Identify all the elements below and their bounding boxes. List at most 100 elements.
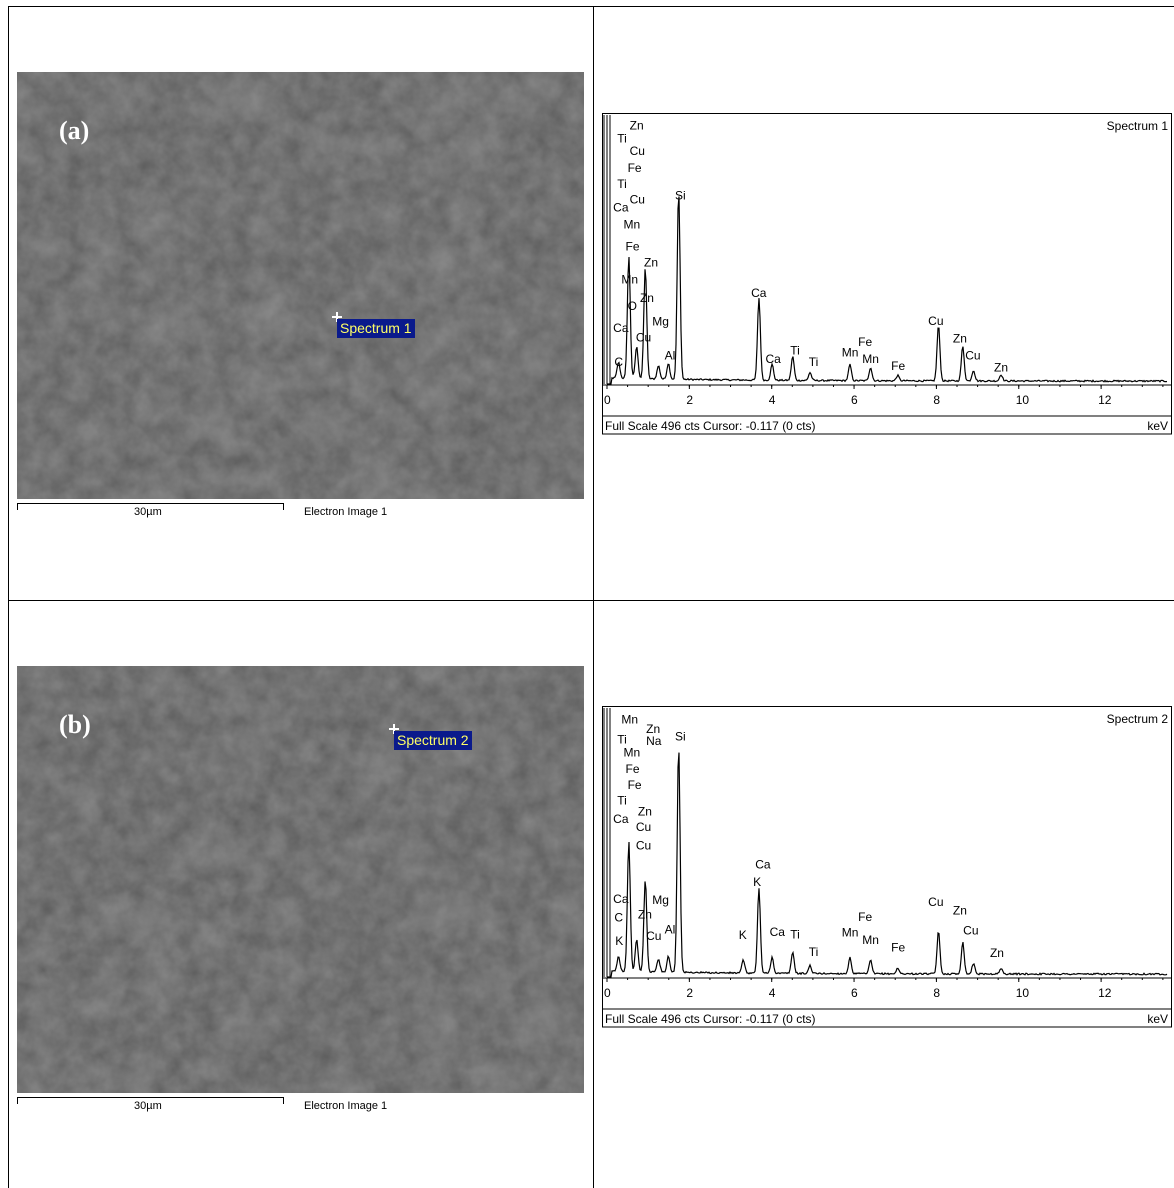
peak-label: Cu [965,349,980,363]
peak-label: Ca [613,201,629,215]
sem-texture [17,72,584,499]
peak-label: K [739,928,747,942]
image-label-b: Electron Image 1 [304,1100,388,1112]
peak-label: Ca [770,925,786,939]
peak-label: Cu [646,929,661,943]
x-tick-label: 8 [933,986,940,1000]
x-tick-label: 6 [851,393,858,407]
image-label-a: Electron Image 1 [304,506,388,518]
peak-label: Si [675,730,686,744]
table-row-divider [8,600,1174,601]
peak-label: Cu [928,895,943,909]
spectrum-title: Spectrum 1 [1107,119,1169,133]
peak-label: Si [675,188,686,202]
peak-label: Zn [638,804,652,818]
peak-label: Zn [953,332,967,346]
peak-label: Zn [640,291,654,305]
panel-label-a: (a) [59,116,90,145]
peak-label: Ti [790,343,800,357]
footer-text: Full Scale 496 cts Cursor: -0.117 (0 cts… [605,419,816,433]
peak-label: Mn [621,713,638,727]
spectrum-tag-b: Spectrum 2 [394,731,472,750]
peak-label: Ti [617,733,627,747]
scale-label-a: 30µm [134,506,162,518]
x-tick-label: 0 [604,393,611,407]
peak-label: Al [665,923,676,937]
peak-label: K [615,934,623,948]
peak-label: Cu [963,924,978,938]
peak-label: Mg [652,315,669,329]
peak-label: Cu [636,820,651,834]
peak-label: K [753,875,761,889]
chart-frame [602,706,1172,1028]
peak-label: O [628,299,637,313]
peak-label: Ti [617,794,627,808]
peak-label: Ca [613,812,629,826]
spectrum-marker-b [389,724,399,734]
x-tick-label: 6 [851,986,858,1000]
x-tick-label: 12 [1098,986,1112,1000]
peak-label: Ca [755,857,771,871]
x-tick-label: 12 [1098,393,1112,407]
x-tick-label: 8 [933,393,940,407]
peak-label: C [614,355,623,369]
scale-bar-b [17,1097,284,1104]
peak-label: Ti [790,927,800,941]
peak-label: Ca [613,321,629,335]
peak-label: Mn [842,926,859,940]
x-tick-label: 2 [686,393,693,407]
x-axis-unit: keV [1147,1012,1168,1026]
x-tick-label: 10 [1016,393,1030,407]
peak-label: Mn [862,933,879,947]
peak-label: Fe [858,910,872,924]
peak-label: Zn [638,908,652,922]
peak-label: Ti [809,945,819,959]
peak-label: Mn [623,745,640,759]
chart-frame [602,113,1172,435]
spectrum-line [607,196,1168,385]
spectrum-title: Spectrum 2 [1107,712,1169,726]
peak-label: Zn [646,722,660,736]
peak-label: Mn [842,345,859,359]
peak-label: Fe [626,239,640,253]
peak-label: Zn [953,903,967,917]
peak-label: Na [646,734,662,748]
peak-label: Fe [858,335,872,349]
peak-label: Zn [630,118,644,132]
peak-label: Mn [862,352,879,366]
peak-label: Ti [617,177,627,191]
peak-label: Zn [994,360,1008,374]
table-top-border [8,6,1174,7]
peak-label: Ca [751,286,767,300]
spectrum-marker-a [332,312,342,322]
peak-label: Cu [636,331,651,345]
peak-label: Zn [990,946,1004,960]
spectrum-chart-a: 0 2 4 6 8 10 12ZnTiCuFeTiCuCaSiMnFeZnMnZnOMgCa… [602,113,1172,435]
x-tick-label: 10 [1016,986,1030,1000]
peak-label: Mn [621,272,638,286]
spectrum-line [607,752,1168,978]
peak-label: Al [665,349,676,363]
sem-image-a: (a) Spectrum 1 [17,72,584,499]
x-tick-label: 4 [769,986,776,1000]
peak-label: Cu [636,839,651,853]
peak-label: Cu [630,193,645,207]
x-tick-label: 4 [769,393,776,407]
peak-label: Fe [891,359,905,373]
peak-label: Mg [652,893,669,907]
peak-label: Fe [628,778,642,792]
peak-label: Ca [766,352,782,366]
peak-label: Ti [617,132,627,146]
peak-label: Ti [809,355,819,369]
panel-label-b: (b) [59,710,91,739]
table-left-border [8,6,9,1188]
scale-bar-a [17,503,284,510]
sem-texture [17,666,584,1093]
peak-label: Fe [891,941,905,955]
spectrum-tag-a: Spectrum 1 [337,319,415,338]
x-axis-unit: keV [1147,419,1168,433]
peak-label: Mn [623,218,640,232]
peak-label: Ca [613,892,629,906]
footer-text: Full Scale 496 cts Cursor: -0.117 (0 cts… [605,1012,816,1026]
